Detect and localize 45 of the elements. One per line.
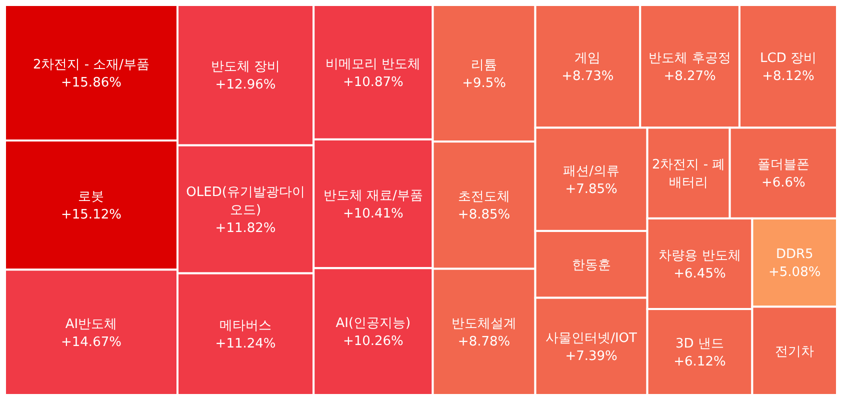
- category-label: 2차전지 - 소재/부품: [32, 57, 150, 72]
- category-label: 게임: [574, 50, 601, 66]
- category-label: 반도체 후공정: [648, 50, 731, 66]
- category-label: 3D 낸드: [676, 336, 724, 352]
- data-label: +8.85%: [458, 208, 510, 223]
- data-label: +6.6%: [761, 176, 806, 191]
- data-label: +9.5%: [462, 76, 506, 91]
- category-label: 2차전지 - 폐배터리: [652, 158, 726, 191]
- data-label: +5.08%: [768, 265, 821, 280]
- category-label: 반도체설계: [452, 316, 517, 332]
- data-label: +11.24%: [215, 336, 276, 352]
- data-label: +15.12%: [61, 208, 122, 223]
- data-label: +6.45%: [674, 266, 726, 282]
- data-label: +8.78%: [458, 334, 510, 350]
- data-label: +8.12%: [762, 68, 814, 84]
- data-label: +11.82%: [215, 220, 276, 236]
- category-label: 패션/의류: [563, 164, 620, 179]
- category-label: 폴더블폰: [757, 158, 810, 173]
- data-label: +8.27%: [664, 68, 716, 84]
- category-label: 메타버스: [220, 318, 272, 334]
- category-label: 초전도체: [458, 190, 510, 205]
- category-label: AI(인공지능): [336, 316, 411, 332]
- category-label: LCD 장비: [760, 50, 816, 66]
- data-label: +7.85%: [565, 182, 618, 197]
- category-label: 로봇: [78, 190, 104, 205]
- data-label: +14.67%: [61, 334, 122, 350]
- category-label: 비메모리 반도체: [326, 56, 421, 72]
- category-label: OLED(유기발광다이오드): [186, 184, 305, 218]
- category-label: DDR5: [776, 247, 814, 262]
- category-label: 리튬: [471, 58, 498, 73]
- data-label: +6.12%: [674, 354, 726, 370]
- category-label: 차량용 반도체: [658, 248, 741, 264]
- category-label: 전기차: [775, 344, 814, 360]
- data-label: +12.96%: [215, 78, 276, 93]
- data-label: +15.86%: [61, 75, 122, 90]
- category-label: 한동훈: [572, 258, 611, 273]
- data-label: +10.87%: [342, 74, 404, 90]
- data-label: +7.39%: [565, 348, 618, 364]
- category-label: AI반도체: [65, 316, 118, 332]
- category-label: 반도체 장비: [210, 60, 280, 75]
- data-label: +8.73%: [562, 68, 614, 84]
- data-label: +10.41%: [342, 206, 404, 222]
- category-label: 사물인터넷/IOT: [546, 330, 638, 346]
- category-label: 반도체 재료/부품: [323, 188, 423, 204]
- data-label: +10.26%: [342, 334, 404, 350]
